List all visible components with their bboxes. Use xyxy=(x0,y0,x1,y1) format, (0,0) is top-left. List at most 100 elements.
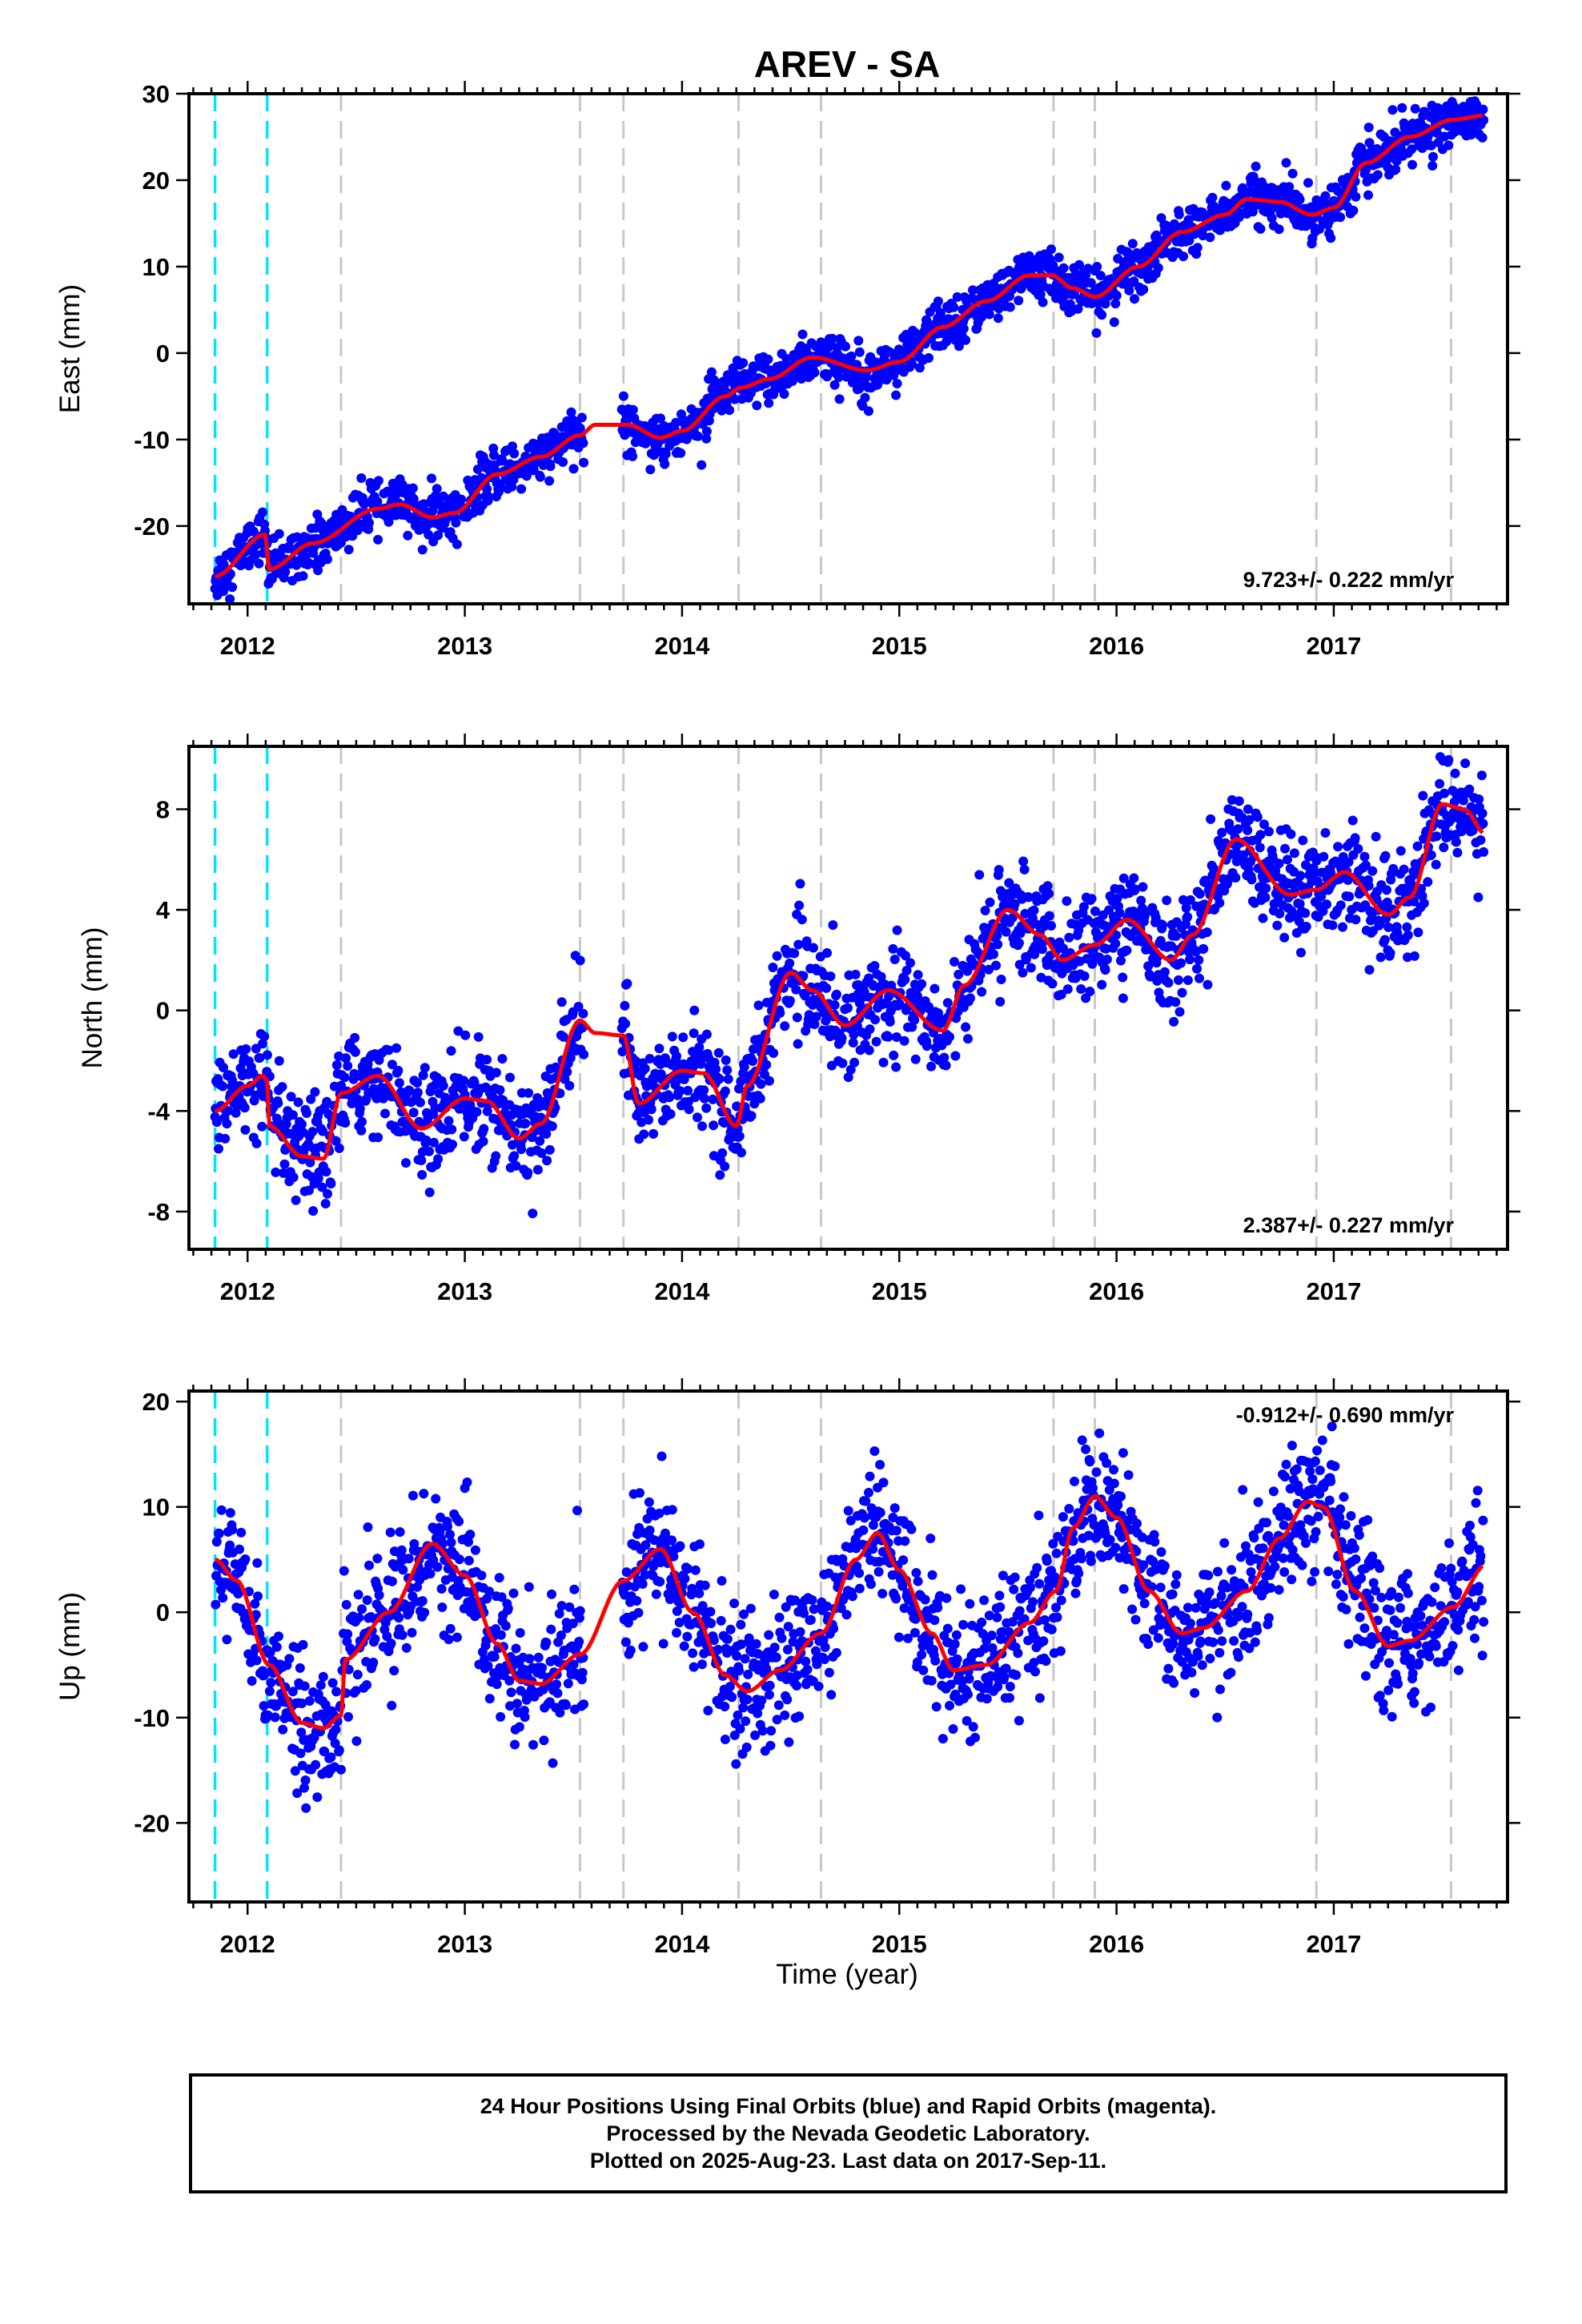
data-point xyxy=(227,1525,238,1535)
data-point xyxy=(387,1576,397,1586)
data-point xyxy=(654,1043,665,1054)
data-point xyxy=(1192,243,1203,253)
data-point xyxy=(926,1061,936,1072)
data-point xyxy=(841,341,850,352)
data-point xyxy=(795,1626,805,1637)
data-point xyxy=(1035,289,1046,300)
data-point xyxy=(737,1148,746,1158)
data-point xyxy=(1443,140,1454,151)
data-point xyxy=(958,324,969,334)
data-point xyxy=(432,484,442,494)
data-point xyxy=(620,1637,631,1647)
data-point xyxy=(716,1615,726,1626)
data-point xyxy=(729,1598,740,1609)
data-point xyxy=(705,1606,716,1617)
data-point xyxy=(1335,212,1346,223)
data-point xyxy=(1255,830,1266,840)
data-point xyxy=(873,1566,884,1577)
data-point xyxy=(1395,846,1406,856)
data-point xyxy=(459,1132,469,1142)
data-point xyxy=(850,969,861,979)
data-point xyxy=(373,1132,383,1143)
data-point xyxy=(858,1525,869,1535)
data-point xyxy=(445,1623,456,1634)
data-point xyxy=(444,1634,454,1645)
data-point xyxy=(293,1097,303,1108)
data-point xyxy=(577,1667,588,1678)
data-point xyxy=(1410,103,1420,114)
data-point xyxy=(1477,808,1488,818)
data-point xyxy=(939,1052,950,1063)
data-point xyxy=(312,1792,323,1803)
data-point xyxy=(864,1045,874,1055)
data-point xyxy=(645,464,656,475)
data-point xyxy=(900,975,910,985)
data-point xyxy=(1097,979,1107,990)
data-point xyxy=(298,1639,308,1650)
data-point xyxy=(1322,899,1331,910)
data-point xyxy=(831,1647,841,1658)
data-point xyxy=(785,958,795,968)
data-point xyxy=(667,1535,677,1546)
data-points xyxy=(211,1421,1489,1813)
data-point xyxy=(300,1775,311,1785)
data-point xyxy=(532,1164,543,1175)
data-point xyxy=(339,1566,349,1576)
data-point xyxy=(505,1072,515,1083)
data-point xyxy=(661,448,671,459)
data-point xyxy=(1231,873,1241,883)
data-point xyxy=(797,329,808,340)
data-point xyxy=(950,1051,961,1061)
data-point xyxy=(1195,889,1205,899)
data-point xyxy=(676,448,686,458)
data-point xyxy=(274,1055,284,1066)
data-point xyxy=(401,1642,412,1653)
data-point xyxy=(1363,123,1374,133)
data-point xyxy=(511,1643,521,1654)
data-point xyxy=(496,1630,506,1640)
data-point xyxy=(1100,965,1110,975)
y-tick-label: 20 xyxy=(143,167,170,195)
data-point xyxy=(1111,291,1122,300)
data-point xyxy=(1014,296,1024,306)
data-point xyxy=(822,948,832,958)
data-point xyxy=(725,1624,736,1634)
data-point xyxy=(431,1494,441,1504)
data-point xyxy=(980,906,990,915)
data-point xyxy=(695,1539,705,1550)
data-point xyxy=(792,1012,802,1023)
data-point xyxy=(274,529,284,539)
y-tick-label: -4 xyxy=(147,1097,170,1125)
data-point xyxy=(1026,963,1036,973)
data-point xyxy=(805,1614,816,1625)
data-point xyxy=(500,1621,511,1631)
data-point xyxy=(952,292,962,302)
data-point xyxy=(357,1604,367,1614)
data-point xyxy=(1439,842,1449,853)
data-point xyxy=(1130,294,1139,304)
data-point xyxy=(834,394,845,404)
data-point xyxy=(1359,851,1370,862)
data-point xyxy=(672,1627,681,1638)
data-point xyxy=(907,359,917,369)
data-point xyxy=(706,367,717,377)
data-point xyxy=(725,405,735,416)
data-point xyxy=(241,1044,251,1054)
data-point xyxy=(547,1121,557,1132)
data-point xyxy=(225,1508,235,1518)
data-point xyxy=(1062,896,1072,907)
data-points xyxy=(210,752,1489,1219)
data-point xyxy=(794,1711,805,1722)
data-point xyxy=(278,1724,288,1735)
data-point xyxy=(252,1558,263,1568)
data-point xyxy=(510,1739,520,1750)
data-point xyxy=(251,549,261,560)
data-point xyxy=(1300,908,1311,919)
data-point xyxy=(578,438,588,448)
data-point xyxy=(372,497,383,507)
data-point xyxy=(216,1505,227,1515)
data-point xyxy=(482,1055,492,1065)
data-point xyxy=(343,1629,353,1639)
data-point xyxy=(864,406,873,416)
data-point xyxy=(495,1085,505,1096)
